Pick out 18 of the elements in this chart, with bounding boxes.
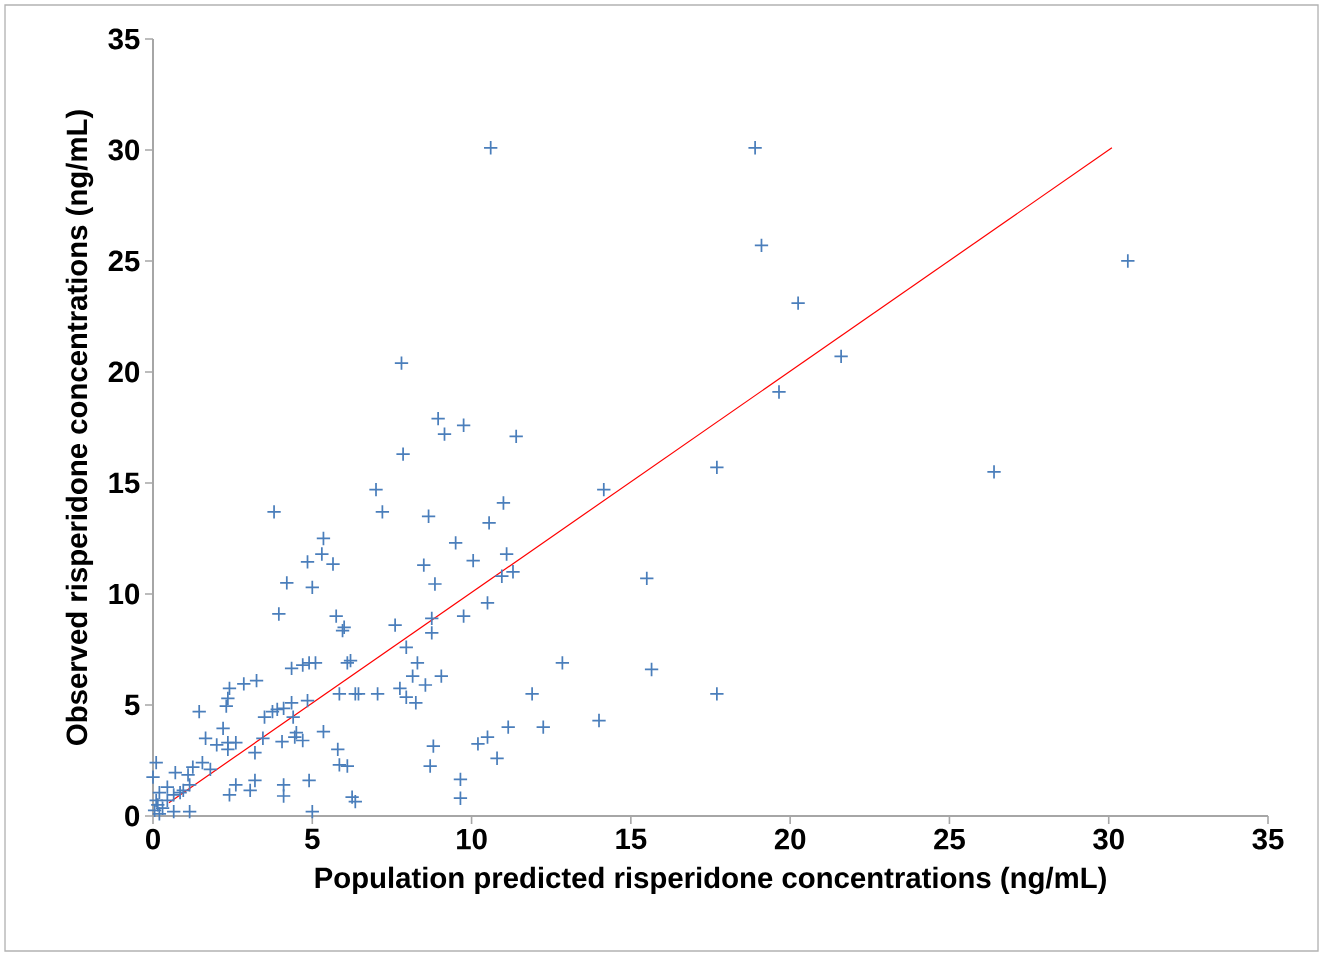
y-tick-label: 15	[109, 472, 140, 494]
y-tick-label: 20	[108, 361, 140, 383]
x-tick-label: 20	[774, 828, 806, 850]
y-tick-label: 10	[109, 583, 140, 605]
y-tick-label: 35	[108, 28, 140, 50]
y-tick-label: 25	[108, 250, 140, 272]
x-tick-label: 25	[934, 828, 965, 850]
y-tick-label: 0	[125, 805, 140, 827]
x-tick-label: 35	[1252, 828, 1284, 850]
y-tick-label: 30	[108, 139, 140, 161]
y-axis-title: Observed risperidone concentrations (ng/mL)	[65, 110, 94, 745]
x-tick-label: 5	[305, 828, 320, 850]
x-tick-label: 15	[616, 828, 647, 850]
x-tick-label: 30	[1093, 828, 1124, 850]
y-tick-label: 5	[124, 694, 140, 716]
x-axis-title: Population predicted risperidone concentrations (ng/mL)	[315, 866, 1106, 895]
x-tick-label: 10	[457, 828, 487, 850]
x-tick-label: 0	[146, 828, 160, 850]
